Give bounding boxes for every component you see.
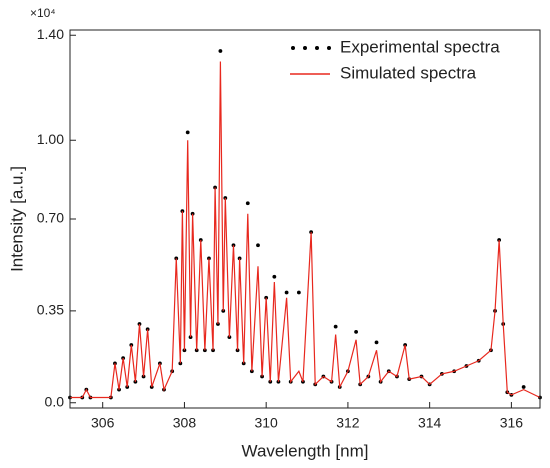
x-tick-label: 310: [254, 415, 278, 431]
legend-swatch: [303, 46, 307, 50]
y-tick-label: 1.00: [37, 131, 64, 147]
x-tick-label: 306: [91, 415, 115, 431]
y-tick-label: 0.70: [37, 210, 64, 226]
x-tick-label: 316: [500, 415, 524, 431]
y-tick-label: 1.40: [37, 26, 64, 42]
experimental-dot: [333, 324, 338, 329]
x-axis-title: Wavelength [nm]: [242, 441, 369, 460]
plot-frame: [69, 29, 541, 409]
y-tick-label: 0.0: [45, 393, 65, 409]
experimental-dot: [296, 290, 301, 295]
experimental-dot: [521, 385, 526, 389]
experimental-dot: [218, 49, 223, 53]
legend-swatch: [291, 46, 295, 50]
experimental-dot: [185, 130, 190, 135]
experimental-dot: [256, 243, 260, 248]
experimental-dot: [245, 201, 250, 206]
experimental-dot: [272, 274, 277, 279]
legend-swatch: [327, 46, 331, 50]
experimental-dot: [284, 290, 289, 295]
experimental-dot: [354, 329, 358, 334]
legend-swatch: [315, 46, 319, 50]
y-tick-label: 0.35: [37, 302, 64, 318]
legend-text: Experimental spectra: [340, 37, 500, 56]
x-tick-label: 312: [336, 415, 360, 431]
y-axis-title: Intensity [a.u.]: [7, 166, 26, 272]
legend-text: Simulated spectra: [340, 63, 477, 82]
x-tick-label: 308: [173, 415, 197, 431]
x-tick-label: 314: [418, 415, 442, 431]
experimental-dot: [374, 340, 379, 345]
simulated-line: [70, 61, 541, 399]
y-multiplier: ×10⁴: [30, 6, 56, 20]
